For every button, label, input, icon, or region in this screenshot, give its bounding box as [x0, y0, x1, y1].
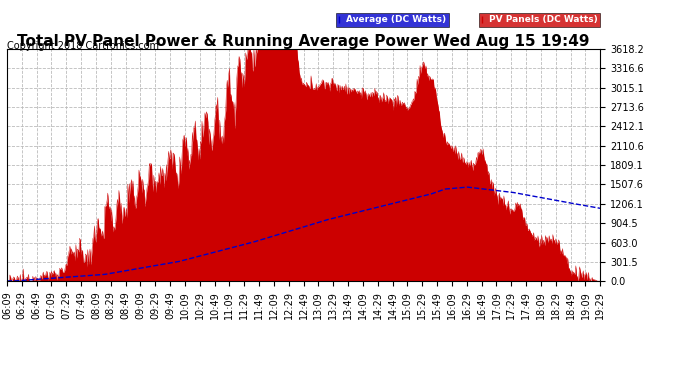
- Text: Copyright 2018 Cartronics.com: Copyright 2018 Cartronics.com: [7, 41, 159, 51]
- Legend: PV Panels (DC Watts): PV Panels (DC Watts): [479, 13, 600, 27]
- Title: Total PV Panel Power & Running Average Power Wed Aug 15 19:49: Total PV Panel Power & Running Average P…: [17, 34, 590, 49]
